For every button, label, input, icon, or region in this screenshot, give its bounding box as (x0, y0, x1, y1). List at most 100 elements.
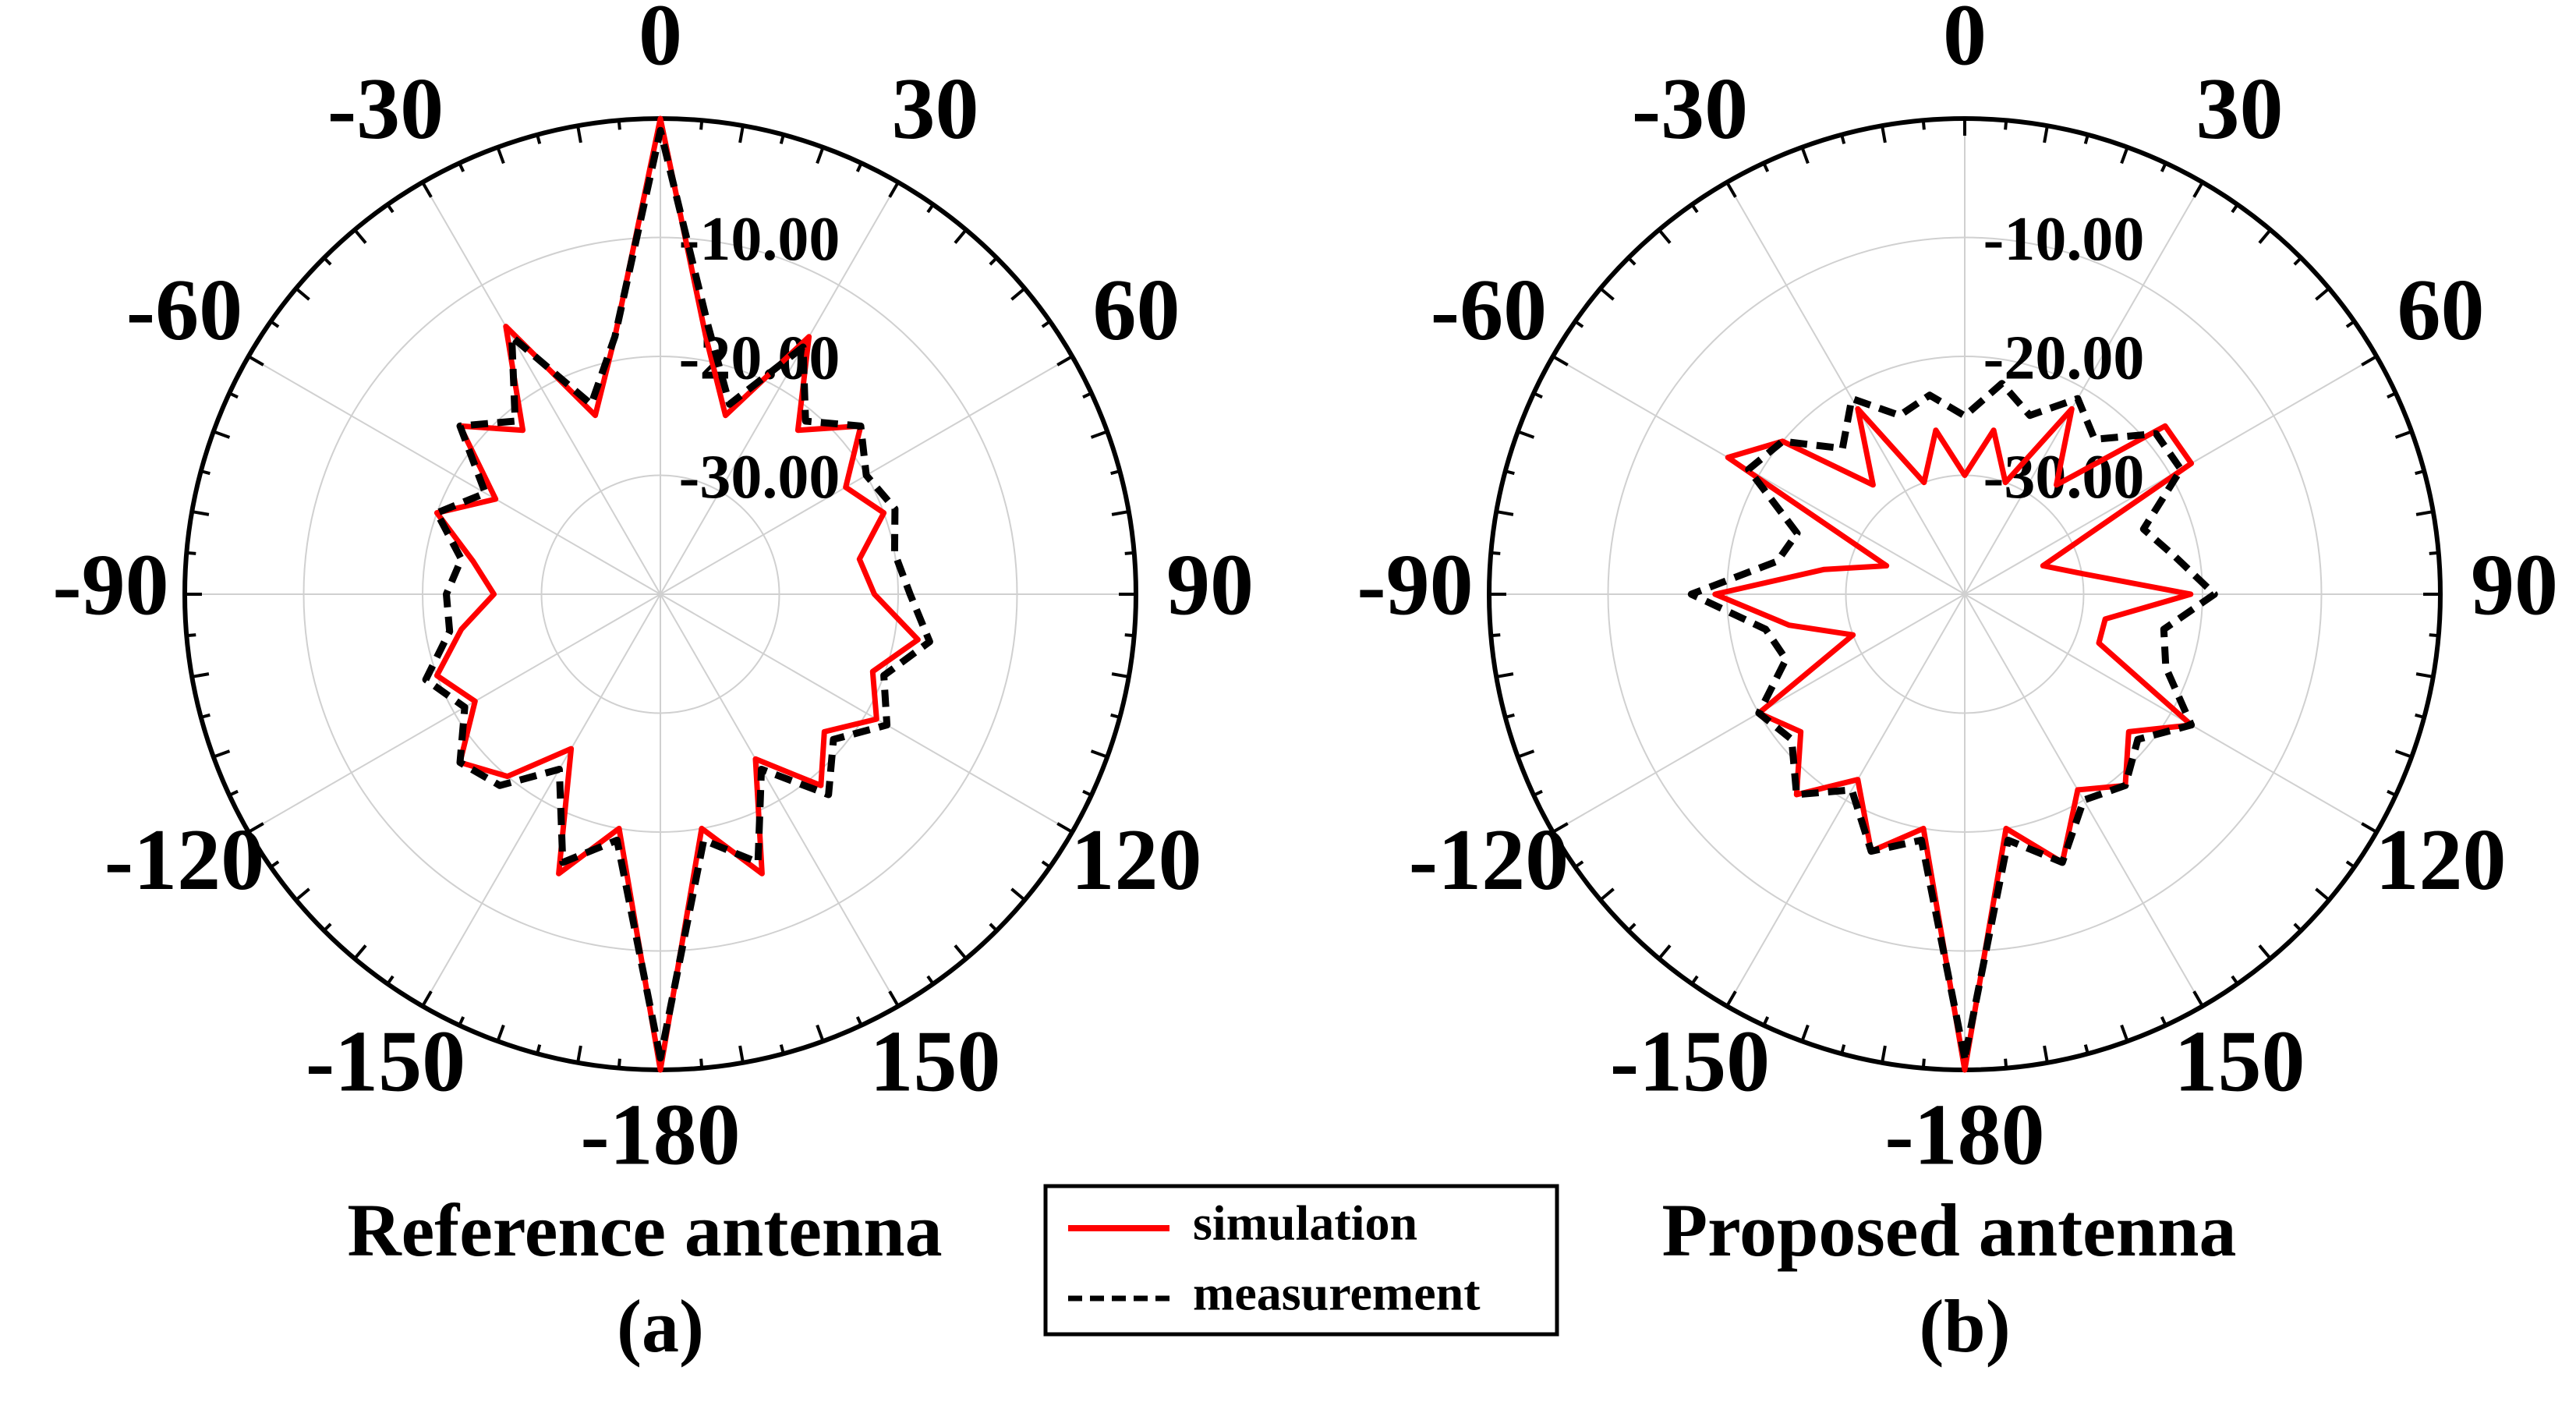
minor-tick (1082, 391, 1092, 399)
angle-label: -180 (580, 1087, 740, 1184)
minor-tick (954, 228, 968, 244)
minor-tick (2293, 257, 2302, 266)
minor-tick (888, 990, 900, 1008)
minor-tick (295, 887, 310, 901)
minor-tick (496, 1024, 505, 1042)
minor-tick (323, 257, 332, 266)
minor-tick (1552, 822, 1569, 834)
minor-tick (779, 1044, 785, 1054)
minor-tick (1110, 469, 1120, 476)
angle-label: -60 (126, 262, 242, 359)
minor-tick (386, 975, 395, 985)
minor-tick (496, 147, 505, 165)
minor-tick (1517, 749, 1535, 759)
minor-tick (2429, 633, 2439, 638)
series-line (433, 115, 921, 1073)
r-tick-label: -10.00 (1983, 205, 2145, 274)
minor-tick (1599, 887, 1615, 901)
minor-tick (1574, 860, 1584, 869)
series-line (422, 126, 933, 1062)
minor-tick (1505, 713, 1515, 719)
grid-spoke (422, 593, 661, 1007)
legend-box (1043, 1184, 1559, 1337)
minor-tick (1599, 287, 1615, 301)
minor-tick (1110, 713, 1120, 719)
minor-tick (186, 633, 196, 638)
minor-tick (738, 1045, 745, 1064)
minor-tick (1124, 551, 1134, 555)
minor-tick (1800, 147, 1810, 165)
minor-tick (247, 822, 264, 834)
minor-tick (2120, 1024, 2129, 1042)
minor-tick (1658, 228, 1672, 244)
angle-label: -120 (1409, 812, 1569, 908)
angle-label: 30 (892, 61, 979, 158)
minor-tick (2387, 789, 2397, 797)
minor-tick (421, 181, 433, 198)
minor-tick (213, 430, 231, 439)
minor-tick (1840, 1044, 1846, 1054)
angle-label: 90 (2471, 537, 2558, 634)
minor-tick (2394, 749, 2412, 759)
minor-tick (2361, 822, 2378, 834)
minor-tick (2192, 181, 2204, 198)
minor-tick (1658, 944, 1672, 960)
minor-tick (617, 120, 621, 130)
minor-tick (1881, 125, 1887, 143)
minor-tick (1056, 822, 1074, 834)
grid-spoke (248, 593, 661, 833)
minor-tick (1491, 633, 1501, 638)
minor-tick (2160, 162, 2167, 172)
minor-tick (323, 923, 332, 932)
minor-tick (1124, 633, 1134, 638)
grid-spoke (1964, 593, 2377, 833)
minor-tick (2004, 1058, 2008, 1068)
minor-tick (989, 923, 998, 932)
minor-tick (2345, 320, 2355, 328)
grid-spoke (660, 593, 899, 1007)
minor-tick (1840, 134, 1846, 144)
minor-tick (1041, 860, 1051, 869)
minor-tick (1690, 204, 1699, 214)
grid-spoke (1964, 593, 2203, 1007)
minor-tick (2004, 120, 2008, 130)
minor-tick (1041, 320, 1051, 328)
minor-tick (2361, 355, 2378, 367)
minor-tick (2258, 944, 2272, 960)
minor-tick (1762, 1016, 1770, 1026)
minor-tick (2192, 990, 2204, 1008)
minor-tick (295, 287, 310, 301)
minor-tick (2429, 551, 2439, 555)
minor-tick (888, 181, 900, 198)
minor-tick (270, 320, 280, 328)
minor-tick (1495, 672, 1514, 678)
minor-tick (213, 749, 231, 759)
angle-label: -90 (1357, 537, 1473, 634)
minor-tick (738, 125, 745, 143)
grid-spoke (1726, 593, 1966, 1007)
grid-spoke (1726, 182, 1966, 595)
angle-label: 60 (1093, 262, 1180, 359)
minor-tick (1090, 749, 1108, 759)
minor-tick (2415, 672, 2434, 678)
minor-tick (1111, 672, 1130, 678)
minor-tick (1505, 469, 1515, 476)
minor-tick (617, 1058, 621, 1068)
chart-label: (b) (1919, 1284, 2010, 1368)
minor-tick (1082, 789, 1092, 797)
minor-tick (2231, 975, 2239, 985)
minor-tick (247, 355, 264, 367)
series-line (1687, 380, 2218, 1062)
minor-tick (1495, 510, 1514, 516)
minor-tick (1111, 510, 1130, 516)
legend-label: simulation (1193, 1195, 1417, 1251)
minor-tick (2043, 1045, 2049, 1064)
minor-tick (1627, 923, 1637, 932)
chart-label: (a) (617, 1284, 704, 1368)
minor-tick (1533, 789, 1543, 797)
minor-tick (2345, 860, 2355, 869)
minor-tick (353, 944, 367, 960)
minor-tick (1533, 391, 1543, 399)
minor-tick (1762, 162, 1770, 172)
minor-tick (191, 672, 210, 678)
